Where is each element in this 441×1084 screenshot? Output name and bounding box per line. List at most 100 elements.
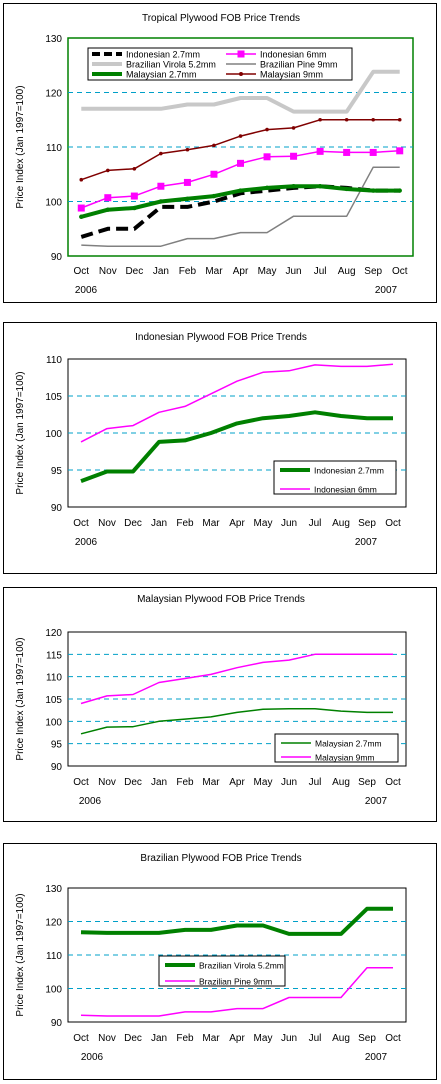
data-point (316, 147, 324, 155)
y-axis-label: Price Index (Jan 1997=100) (15, 637, 26, 760)
x-tick-label: Sep (364, 266, 382, 277)
data-point (158, 199, 164, 204)
y-tick-label: 95 (51, 466, 63, 477)
legend-box (87, 47, 353, 81)
data-point (159, 151, 163, 156)
data-point (317, 184, 323, 189)
y-tick-label: 110 (46, 355, 62, 366)
x-tick-label: May (254, 1033, 273, 1044)
x-tick-label: Oct (392, 266, 408, 277)
data-point (344, 186, 349, 192)
data-point (104, 194, 112, 202)
x-tick-label: Apr (233, 266, 249, 277)
year-label: 2006 (75, 285, 98, 296)
y-tick-label: 110 (46, 951, 62, 962)
y-axis-label: Price Index (Jan 1997=100) (15, 371, 26, 494)
data-point (369, 148, 377, 156)
data-point (212, 143, 216, 148)
data-point (237, 159, 244, 167)
y-tick-label: 130 (45, 884, 62, 895)
x-tick-label: Jan (153, 266, 169, 277)
year-label: 2006 (81, 1052, 104, 1063)
x-tick-label: Sep (358, 1033, 376, 1044)
legend-label: Brazilian Virola 5.2mm (199, 961, 284, 971)
data-point (265, 127, 269, 132)
x-tick-label: Nov (98, 777, 116, 788)
x-tick-label: Apr (229, 1033, 245, 1044)
y-tick-label: 110 (46, 143, 62, 154)
y-tick-label: 105 (45, 392, 62, 403)
data-point (291, 126, 296, 130)
y-tick-label: 105 (45, 695, 62, 706)
legend-label: Malaysian 9mm (315, 753, 375, 763)
series-line (80, 410, 393, 483)
x-tick-label: Oct (385, 777, 401, 788)
data-point (238, 188, 243, 193)
malaysian-chart-panel: Malaysian Plywood FOB Price Trends 90 95 10… (3, 587, 437, 822)
data-point (344, 117, 349, 122)
data-point (157, 182, 165, 190)
x-tick-label: Jun (281, 1033, 297, 1044)
legend-label: Indonesian 6mm (314, 485, 377, 495)
data-point (183, 178, 191, 186)
x-tick-label: Mar (202, 518, 220, 529)
legend-label: Brazilian Pine 9mm (199, 977, 272, 987)
x-tick-label: Jul (309, 518, 322, 529)
data-point (264, 185, 270, 191)
x-tick-label: Aug (332, 518, 350, 529)
x-tick-label: May (254, 777, 273, 788)
x-tick-label: Oct (73, 266, 89, 277)
x-tick-label: May (258, 266, 277, 277)
x-tick-label: Dec (124, 518, 142, 529)
chart-title: Malaysian Plywood FOB Price Trends (137, 594, 305, 605)
data-point (263, 153, 271, 161)
x-tick-label: Nov (98, 518, 116, 529)
y-tick-label: 110 (46, 673, 62, 684)
x-tick-label: Dec (124, 777, 142, 788)
y-tick-label: 130 (45, 34, 62, 45)
indonesian-chart-panel: Indonesian Plywood FOB Price Trends 90 95 1… (3, 322, 437, 574)
year-label: 2006 (79, 796, 102, 807)
y-tick-label: 90 (51, 252, 63, 263)
data-point (290, 152, 298, 160)
data-point (105, 207, 111, 212)
data-point (185, 147, 190, 152)
chart-title: Indonesian Plywood FOB Price Trends (135, 332, 307, 343)
x-tick-label: Oct (73, 1033, 89, 1044)
x-tick-label: Feb (179, 266, 197, 277)
x-tick-label: Jul (309, 777, 322, 788)
data-point (106, 168, 110, 173)
legend-label: Indonesian 2.7mm (126, 50, 200, 60)
legend-marker (105, 72, 109, 76)
y-tick-label: 90 (51, 503, 63, 514)
y-tick-label: 100 (45, 985, 62, 996)
y-axis-label: Price Index (Jan 1997=100) (15, 893, 26, 1016)
data-point (130, 192, 138, 200)
data-point (396, 147, 404, 155)
x-tick-label: Jan (151, 518, 167, 529)
year-label: 2007 (375, 285, 398, 296)
data-point (210, 170, 218, 178)
x-tick-label: Oct (385, 518, 401, 529)
series-line (80, 653, 393, 705)
x-tick-label: Jun (281, 518, 297, 529)
indonesian-chart: Indonesian Plywood FOB Price Trends 90 95 1… (15, 332, 407, 548)
data-point (318, 117, 322, 122)
data-point (79, 214, 84, 219)
x-tick-label: Sep (358, 777, 376, 788)
x-tick-label: Oct (385, 1033, 401, 1044)
plot-area (67, 887, 407, 1023)
x-tick-label: Mar (202, 777, 220, 788)
x-tick-label: Jul (309, 1033, 322, 1044)
legend-label: Malaysian 2.7mm (315, 739, 382, 749)
series-line (80, 363, 394, 443)
data-point (291, 184, 296, 189)
x-tick-label: Feb (176, 777, 194, 788)
x-tick-label: Jan (151, 1033, 167, 1044)
tropical-chart: Tropical Plywood FOB Price Trends 90 100 11… (15, 13, 414, 296)
data-point (132, 167, 137, 171)
x-tick-label: Jun (281, 777, 297, 788)
chart-title: Brazilian Plywood FOB Price Trends (140, 853, 301, 864)
x-tick-label: Aug (332, 777, 350, 788)
legend-label: Malaysian 9mm (260, 70, 323, 80)
